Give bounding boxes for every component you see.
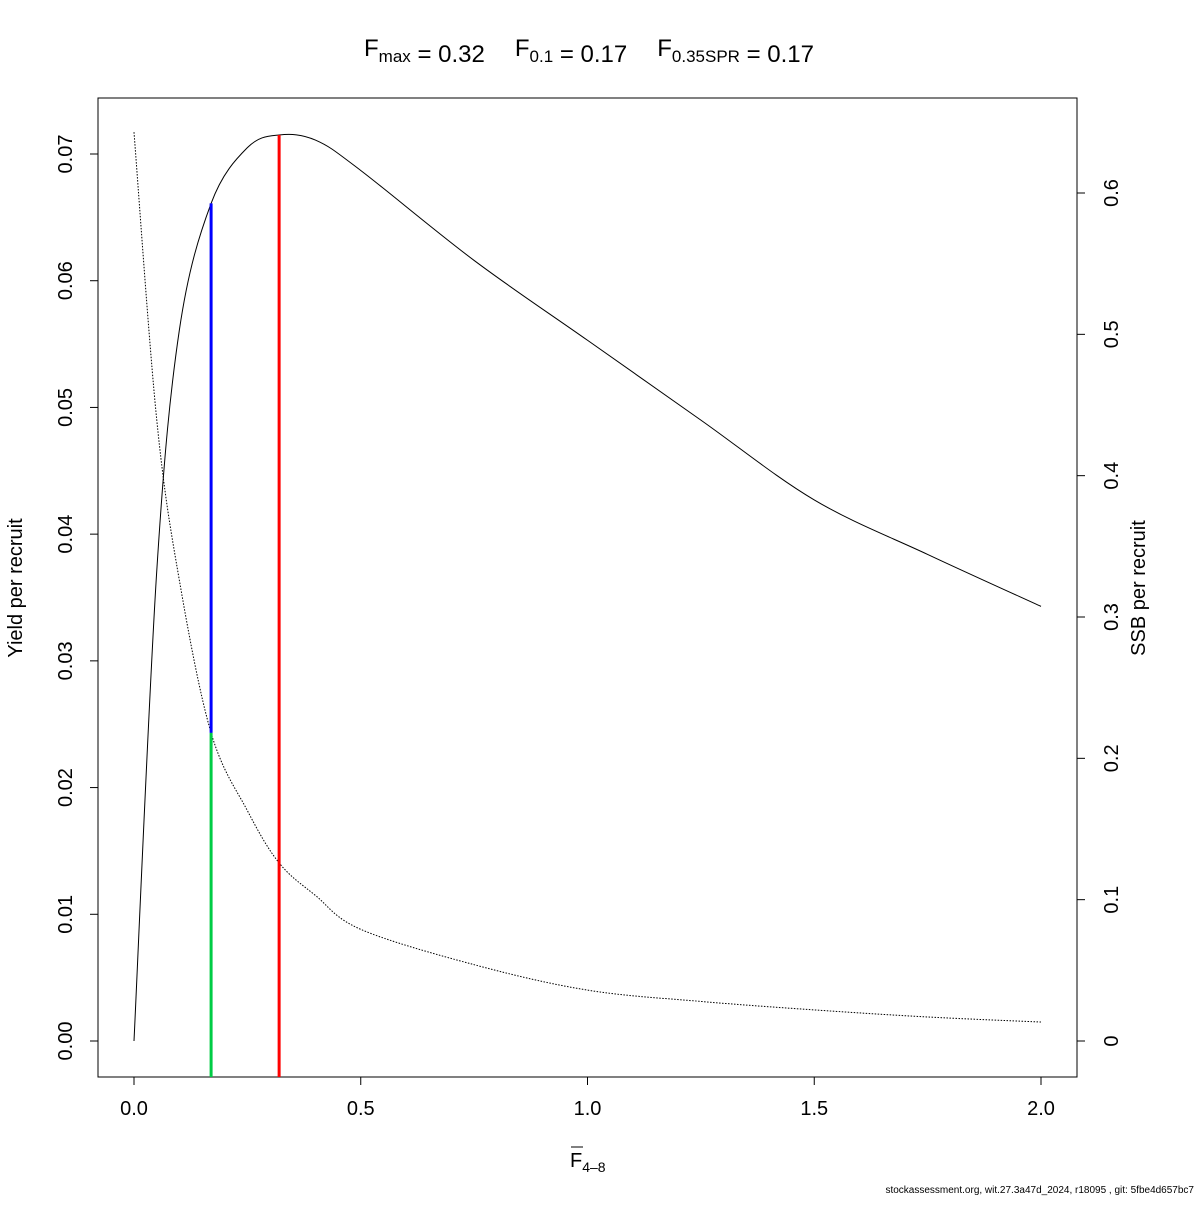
x-tick-label: 0.5 (347, 1098, 375, 1120)
yield-per-recruit-line (133, 133, 1042, 1042)
footer-text: stockassessment.org, wit.27.3a47d_2024, … (885, 1185, 1194, 1196)
y-tick-label: 0.00 (55, 1022, 77, 1061)
y-tick-label: 0.07 (55, 135, 77, 174)
chart-title: Fmax = 0.32 F0.1 = 0.17 F0.35SPR = 0.17 (364, 35, 814, 68)
x-tick-label: 1.5 (800, 1098, 828, 1120)
ssb-per-recruit-line (133, 132, 1042, 1023)
y2-tick-label: 0.5 (1101, 320, 1123, 348)
y2-tick-label: 0 (1101, 1035, 1123, 1046)
x-tick-label: 0.0 (120, 1098, 148, 1120)
y-tick-label: 0.06 (55, 261, 77, 300)
y2-tick-label: 0.3 (1101, 603, 1123, 631)
y2-tick-label: 0.1 (1101, 886, 1123, 914)
y-tick-label: 0.02 (55, 768, 77, 807)
x-axis-label: F4–8 (570, 1150, 606, 1175)
y-axis-label: Yield per recruit (5, 518, 27, 658)
x-tick-label: 1.0 (574, 1098, 602, 1120)
y-tick-label: 0.05 (55, 388, 77, 427)
plot-frame (97, 97, 1078, 1078)
y-tick-label: 0.01 (55, 895, 77, 934)
y2-axis-label: SSB per recruit (1128, 520, 1150, 656)
y2-tick-label: 0.6 (1101, 179, 1123, 207)
y2-tick-label: 0.2 (1101, 744, 1123, 772)
x-tick-label: 2.0 (1027, 1098, 1055, 1120)
y-tick-label: 0.03 (55, 641, 77, 680)
y2-tick-label: 0.4 (1101, 462, 1123, 490)
y-tick-label: 0.04 (55, 515, 77, 554)
